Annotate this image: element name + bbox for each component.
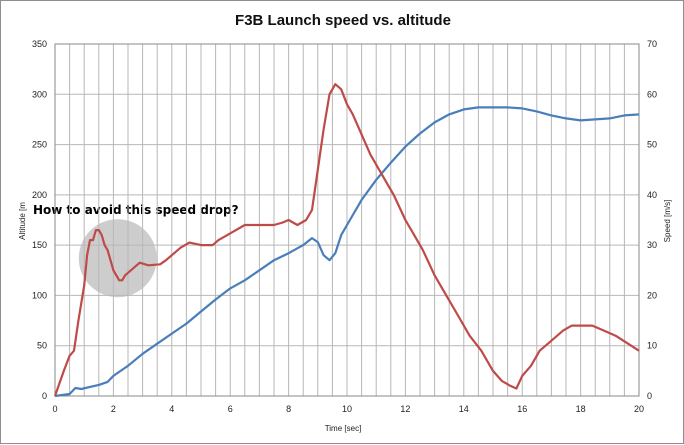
x-tick-label: 18 — [576, 404, 586, 414]
y-left-tick-label: 250 — [32, 140, 47, 150]
tick-labels: 0 2 4 6 8 10 12 14 16 18 2005010015020025030035001… — [32, 39, 657, 414]
y-right-tick-label: 20 — [647, 290, 657, 300]
series-lines — [53, 83, 640, 398]
speed-series-line — [53, 83, 640, 397]
y-right-tick-label: 50 — [647, 140, 657, 150]
y-right-tick-label: 70 — [647, 39, 657, 49]
y-right-tick-label: 0 — [647, 391, 652, 401]
y-axis-right-label: Speed [m/s] — [663, 200, 672, 243]
plot-area-border — [54, 43, 640, 397]
y-left-tick-label: 50 — [37, 341, 47, 351]
y-left-tick-label: 150 — [32, 240, 47, 250]
altitude-series-line — [54, 106, 640, 398]
speed-drop-annotation: How to avoid this speed drop? — [33, 203, 239, 217]
annotation-layer — [78, 219, 157, 298]
y-left-tick-label: 100 — [32, 290, 47, 300]
x-tick-label: 4 — [169, 404, 174, 414]
y-left-tick-label: 0 — [42, 391, 47, 401]
x-tick-label: 14 — [459, 404, 469, 414]
y-left-tick-label: 200 — [32, 190, 47, 200]
y-right-tick-label: 30 — [647, 240, 657, 250]
x-tick-label: 8 — [286, 404, 291, 414]
y-left-tick-label: 300 — [32, 89, 47, 99]
y-right-tick-label: 10 — [647, 341, 657, 351]
x-tick-label: 10 — [342, 404, 352, 414]
y-axis-left-label: Altitude [m — [18, 202, 27, 240]
x-axis-label: Time [sec] — [325, 424, 362, 433]
chart-title: F3B Launch speed vs. altitude — [235, 12, 451, 29]
x-tick-label: 0 — [52, 404, 57, 414]
x-tick-label: 20 — [634, 404, 644, 414]
x-tick-label: 2 — [111, 404, 116, 414]
speed-drop-highlight — [78, 219, 157, 298]
x-tick-label: 6 — [228, 404, 233, 414]
y-left-tick-label: 350 — [32, 39, 47, 49]
x-tick-label: 12 — [400, 404, 410, 414]
grid-lines — [54, 43, 640, 397]
x-tick-label: 16 — [517, 404, 527, 414]
y-right-tick-label: 60 — [647, 89, 657, 99]
y-right-tick-label: 40 — [647, 190, 657, 200]
